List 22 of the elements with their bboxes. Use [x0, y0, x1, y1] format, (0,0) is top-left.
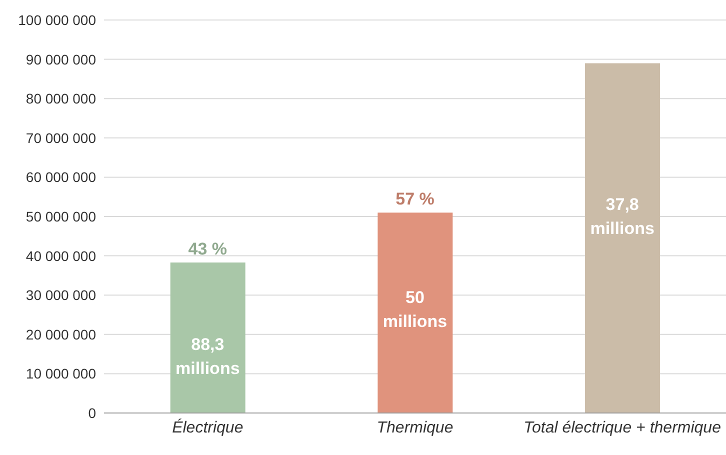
y-tick-label: 90 000 000 [26, 51, 96, 68]
y-tick-label: 50 000 000 [26, 208, 96, 224]
x-tick-label: Électrique [172, 418, 244, 436]
y-tick-label: 80 000 000 [26, 90, 96, 107]
y-tick-label: 30 000 000 [26, 287, 96, 304]
annotation: 43 % [188, 240, 228, 259]
y-tick-label: 100 000 000 [18, 12, 96, 28]
annotation: 88,3 millions [176, 334, 240, 378]
annotation: 37,8 millions [590, 195, 654, 238]
x-tick-label: Thermique [376, 419, 454, 436]
y-tick-label: 20 000 000 [26, 326, 96, 342]
y-tick-label: 0 [88, 404, 96, 421]
y-tick-label: 40 000 000 [26, 248, 96, 264]
y-tick-label: 70 000 000 [26, 130, 96, 146]
y-tick-label: 10 000 000 [26, 366, 96, 382]
bar [170, 262, 246, 413]
annotation: 57 % [396, 190, 434, 209]
bar [378, 212, 453, 413]
annotation: 50 millions [382, 288, 448, 331]
x-tick-label: Total électrique + thermique [524, 419, 722, 436]
y-tick-label: 60 000 000 [26, 169, 96, 186]
bar [585, 63, 660, 413]
